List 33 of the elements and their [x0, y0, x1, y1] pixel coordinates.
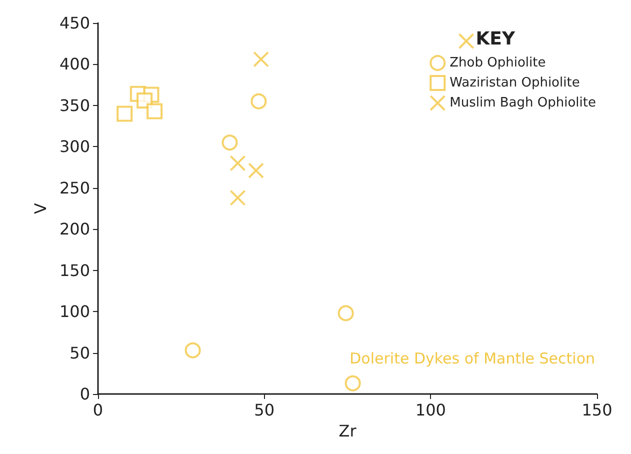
legend-label: Waziristan Ophiolite — [450, 76, 580, 90]
point — [253, 51, 270, 68]
y-axis-title: V — [31, 202, 50, 214]
y-tick-label: 150 — [59, 260, 90, 280]
y-tick-label: 400 — [59, 54, 90, 74]
x-tick-label: 150 — [582, 400, 612, 420]
y-tick-label: 200 — [59, 220, 90, 239]
point — [184, 342, 201, 358]
point — [116, 106, 133, 122]
x-tick-label: 100 — [415, 400, 446, 420]
y-tick-label: 350 — [59, 96, 90, 115]
legend-title: KEY — [476, 28, 516, 50]
y-tick-label: 450 — [59, 14, 90, 32]
x-tick-label: 50 — [254, 400, 275, 420]
y-tick-label: 100 — [59, 302, 90, 322]
point — [248, 162, 264, 179]
y-tick-label: 0 — [80, 384, 90, 404]
annotation: Dolerite Dykes of Mantle Section — [350, 350, 596, 368]
legend-label: Zhob Ophiolite — [450, 56, 546, 70]
point — [344, 375, 361, 392]
legend-label: Muslim Bagh Ophiolite — [450, 96, 596, 110]
y-tick-label: 250 — [59, 178, 90, 198]
x-axis-title: Zr — [338, 421, 357, 440]
point — [230, 190, 246, 206]
point — [338, 305, 354, 322]
y-tick-label: 50 — [70, 343, 90, 362]
point — [146, 103, 163, 120]
x-tick-label: 0 — [92, 400, 104, 420]
point — [230, 155, 246, 172]
point — [222, 134, 238, 151]
y-tick-label: 300 — [59, 137, 90, 156]
point — [250, 93, 267, 110]
point — [458, 33, 474, 50]
